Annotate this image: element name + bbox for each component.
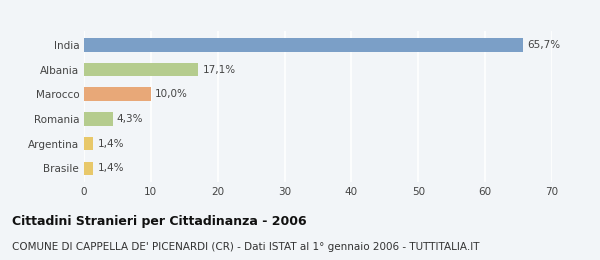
- Text: 4,3%: 4,3%: [117, 114, 143, 124]
- Bar: [84, 87, 151, 101]
- Bar: [84, 112, 113, 126]
- Bar: [84, 63, 199, 76]
- Text: 17,1%: 17,1%: [202, 64, 235, 75]
- Text: 65,7%: 65,7%: [527, 40, 560, 50]
- Text: Cittadini Stranieri per Cittadinanza - 2006: Cittadini Stranieri per Cittadinanza - 2…: [12, 214, 307, 228]
- Text: COMUNE DI CAPPELLA DE' PICENARDI (CR) - Dati ISTAT al 1° gennaio 2006 - TUTTITAL: COMUNE DI CAPPELLA DE' PICENARDI (CR) - …: [12, 242, 479, 252]
- Bar: [84, 161, 94, 175]
- Text: 10,0%: 10,0%: [155, 89, 188, 99]
- Bar: [84, 38, 523, 52]
- Text: 1,4%: 1,4%: [97, 163, 124, 173]
- Bar: [84, 137, 94, 151]
- Text: 1,4%: 1,4%: [97, 139, 124, 149]
- Legend: Asia, Europa, Africa, America: Asia, Europa, Africa, America: [184, 0, 452, 2]
